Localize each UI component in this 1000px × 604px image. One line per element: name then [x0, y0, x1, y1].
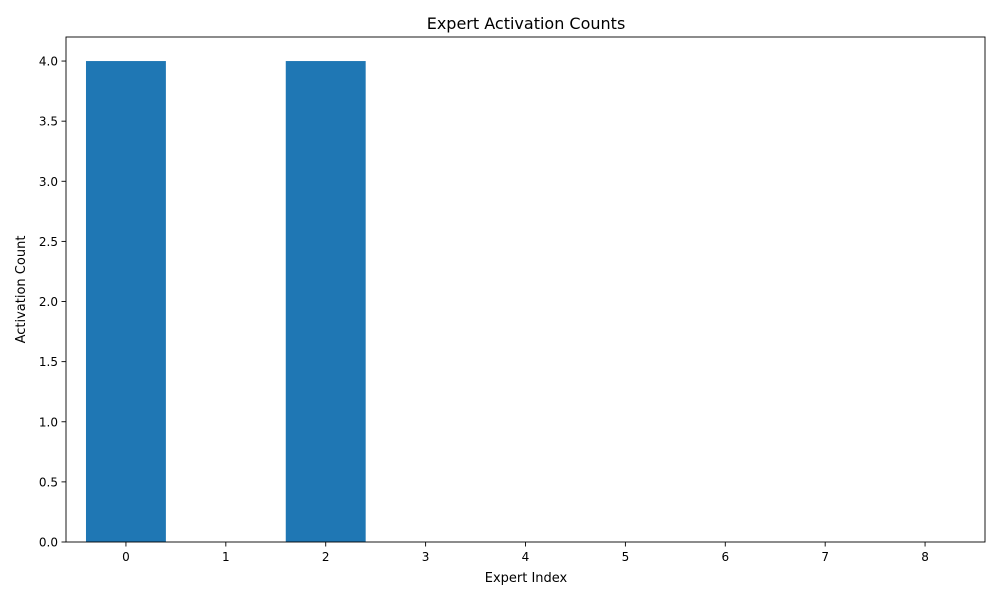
x-tick-label-0: 0: [122, 550, 130, 564]
y-tick-label-3.5: 3.5: [39, 115, 58, 129]
x-tick-label-7: 7: [821, 550, 829, 564]
x-tick-label-4: 4: [522, 550, 530, 564]
y-tick-label-1.0: 1.0: [39, 415, 58, 429]
y-tick-label-2.5: 2.5: [39, 235, 58, 249]
y-tick-label-0.0: 0.0: [39, 536, 58, 550]
plot-area: 0 1 2 3 4 5 6 7 8 0.0 0.5 1.0 1.5 2.0 2.5 3.0 3.5 4.0: [39, 36, 986, 564]
bar-0: [85, 61, 166, 543]
x-tick-label-2: 2: [322, 550, 330, 564]
y-tick-label-3.0: 3.0: [39, 175, 58, 189]
plot-frame: [65, 36, 986, 543]
x-tick-label-1: 1: [222, 550, 230, 564]
x-tick-label-3: 3: [422, 550, 430, 564]
y-tick-label-0.5: 0.5: [39, 475, 58, 489]
x-tick-label-5: 5: [622, 550, 630, 564]
y-axis-label: Activation Count: [14, 236, 29, 344]
x-tick-label-8: 8: [921, 550, 929, 564]
chart-title: Expert Activation Counts: [427, 14, 626, 33]
y-tick-label-2.0: 2.0: [39, 295, 58, 309]
bar-2: [285, 61, 366, 543]
y-tick-label-4.0: 4.0: [39, 55, 58, 69]
x-axis-label: Expert Index: [485, 571, 568, 586]
y-tick-label-1.5: 1.5: [39, 355, 58, 369]
x-tick-label-6: 6: [721, 550, 729, 564]
